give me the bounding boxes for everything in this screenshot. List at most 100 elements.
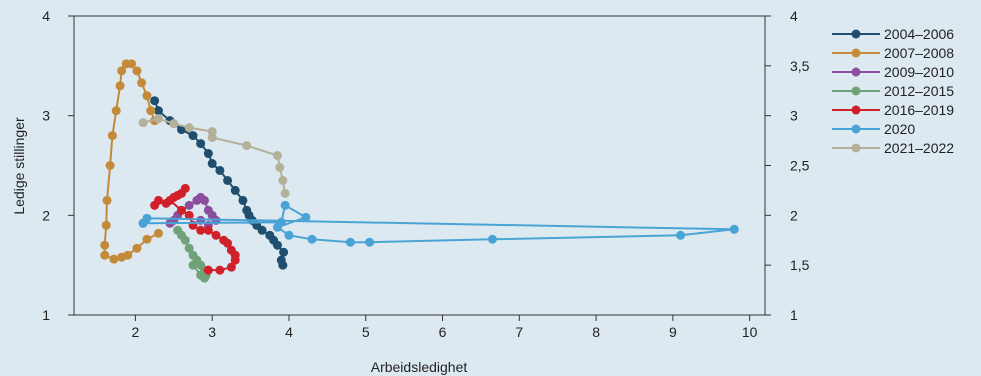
y-tick-label-right: 1	[790, 307, 798, 323]
x-tick-label: 5	[362, 324, 370, 340]
series-4	[150, 183, 240, 275]
y-tick-label-right: 2,5	[790, 158, 810, 174]
data-point	[223, 175, 233, 185]
legend-label: 2021–2022	[884, 140, 954, 156]
data-point	[184, 210, 194, 220]
legend-label: 2012–2015	[884, 83, 954, 99]
data-point	[105, 161, 115, 170]
data-point	[180, 235, 190, 245]
data-point	[729, 224, 739, 234]
series-3	[173, 225, 211, 283]
x-tick-label: 6	[439, 324, 447, 340]
y-tick-label-right: 2	[790, 207, 798, 223]
legend-label: 2009–2010	[884, 64, 954, 80]
data-point	[242, 141, 252, 151]
data-point	[215, 165, 225, 175]
x-tick-label: 3	[208, 324, 216, 340]
data-point	[121, 59, 131, 69]
y-tick-label-left: 3	[42, 108, 50, 124]
data-point	[203, 265, 213, 275]
legend-item: 2020	[832, 121, 915, 137]
x-tick-label: 8	[592, 324, 600, 340]
data-point	[207, 159, 217, 169]
data-point	[100, 240, 110, 250]
data-point	[100, 250, 110, 260]
legend-swatch-marker	[851, 48, 861, 58]
data-point	[176, 125, 186, 135]
data-point	[242, 205, 252, 215]
data-point	[280, 200, 290, 210]
data-point	[276, 255, 286, 265]
x-axis-label: Arbeidsledighet	[371, 359, 468, 375]
data-point	[211, 230, 221, 240]
series-line	[142, 203, 735, 244]
data-point	[345, 237, 355, 247]
data-point	[153, 195, 163, 205]
data-point	[146, 106, 156, 116]
data-point	[188, 131, 198, 141]
data-point	[173, 190, 183, 200]
series-0	[150, 96, 289, 270]
data-point	[226, 262, 236, 272]
legend-swatch-marker	[851, 67, 861, 77]
legend-item: 2021–2022	[832, 140, 954, 156]
x-tick-label: 9	[669, 324, 677, 340]
data-point	[207, 133, 217, 143]
data-point	[184, 123, 194, 133]
legend-label: 2016–2019	[884, 102, 954, 118]
data-point	[265, 230, 275, 240]
data-point	[115, 81, 125, 91]
series-1	[100, 59, 163, 264]
legend-label: 2004–2006	[884, 26, 954, 42]
data-point	[132, 243, 142, 253]
data-point	[184, 200, 194, 210]
data-point	[107, 131, 117, 141]
legend-swatch-marker	[851, 105, 861, 115]
x-tick-label: 10	[742, 324, 758, 340]
data-point	[278, 175, 288, 185]
data-point	[280, 188, 290, 198]
data-point	[142, 91, 152, 101]
data-point	[184, 243, 194, 253]
data-point	[272, 151, 282, 161]
data-point	[676, 230, 686, 240]
x-tick-label: 4	[285, 324, 293, 340]
data-point	[109, 254, 119, 264]
data-point	[142, 234, 152, 244]
data-point	[176, 205, 186, 215]
legend-label: 2007–2008	[884, 45, 954, 61]
y-tick-label-right: 3,5	[790, 58, 810, 74]
y-tick-label-right: 3	[790, 108, 798, 124]
data-point	[101, 220, 111, 230]
data-point	[196, 139, 206, 149]
data-point	[203, 225, 213, 235]
data-point	[365, 237, 375, 247]
series-6	[138, 114, 290, 198]
legend-swatch-marker	[851, 29, 861, 39]
data-point	[169, 119, 179, 129]
data-point	[238, 195, 248, 205]
legend-label: 2020	[884, 121, 915, 137]
y-tick-label-right: 1,5	[790, 257, 810, 273]
data-point	[230, 255, 240, 265]
y-tick-label-left: 1	[42, 307, 50, 323]
y-tick-label-left: 2	[42, 207, 50, 223]
legend-item: 2009–2010	[832, 64, 954, 80]
data-point	[188, 260, 198, 270]
data-point	[138, 218, 148, 228]
data-point	[117, 66, 127, 76]
data-point	[276, 217, 286, 227]
legend-swatch-marker	[851, 143, 861, 153]
data-point	[150, 96, 160, 106]
data-point	[111, 106, 121, 116]
legend-item: 2004–2006	[832, 26, 954, 42]
data-point	[153, 114, 163, 124]
plot-frame	[73, 15, 766, 316]
data-point	[153, 228, 163, 238]
x-tick-label: 2	[132, 324, 140, 340]
data-point	[196, 270, 206, 280]
x-tick-label: 7	[515, 324, 523, 340]
data-point	[275, 162, 285, 172]
data-point	[215, 265, 225, 275]
